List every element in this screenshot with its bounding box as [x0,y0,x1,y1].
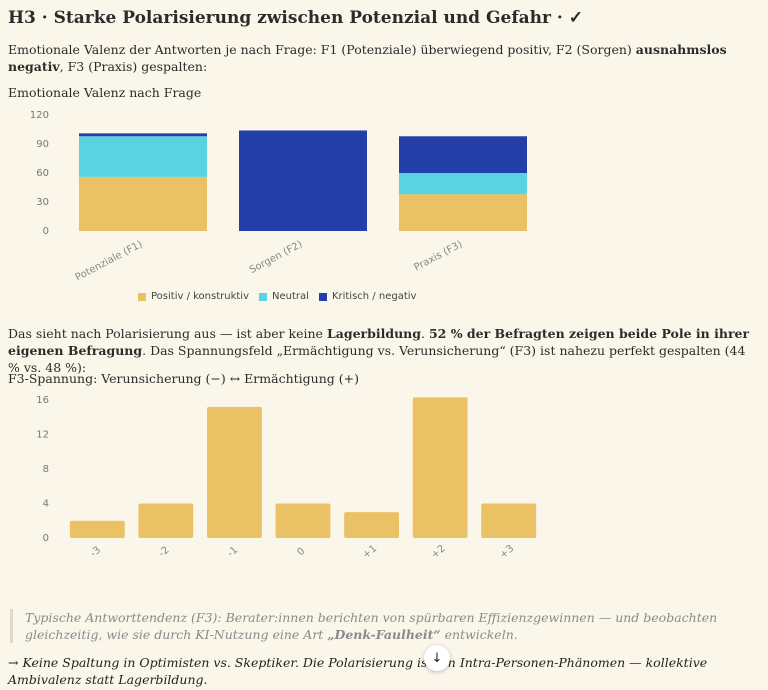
legend-label-positive: Positiv / konstruktiv [151,291,250,302]
arrow-down-icon: ↓ [431,650,443,666]
middle-text-2: . [421,326,429,341]
chart1-legend: Positiv / konstruktiv Neutral Kritisch /… [138,291,416,302]
x-tick-label: Sorgen (F2) [248,239,305,276]
x-tick-label: -1 [225,545,240,560]
intro-text: Emotionale Valenz der Antworten je nach … [8,42,636,57]
legend-swatch-neutral [259,292,268,301]
y-tick-label: 0 [43,533,49,544]
legend-item-positive: Positiv / konstruktiv [138,291,249,302]
x-tick-label: -2 [157,545,172,560]
bar-segment [399,173,527,195]
bar-segment [239,130,367,231]
bar-segment [79,176,207,231]
legend-label-negative: Kritisch / negativ [331,291,417,302]
y-tick-label: 90 [36,139,49,150]
chart1-title: Emotionale Valenz nach Frage [8,85,202,100]
middle-text-1: Das sieht nach Polarisierung aus — ist a… [8,326,327,341]
y-tick-label: 30 [36,197,49,208]
y-tick-label: 120 [30,110,49,121]
quote-text: Typische Antworttendenz (F3): Berater:in… [25,610,718,642]
scroll-down-button[interactable]: ↓ [424,645,450,671]
y-tick-label: 0 [43,226,49,237]
intro-paragraph: Emotionale Valenz der Antworten je nach … [8,41,748,75]
bar-segment [79,136,207,177]
page-title: H3 · Starke Polarisierung zwischen Poten… [8,8,583,28]
legend-swatch-negative [318,292,327,301]
x-tick-label: -3 [88,545,103,560]
bar-segment [79,133,207,137]
bar [412,397,468,538]
bar [207,406,262,538]
x-tick-label: +3 [498,543,516,561]
bar [138,503,194,538]
x-tick-label: +1 [361,543,379,561]
middle-bold-2: 52 % der Befragten zeigen beide Pole in … [8,326,750,358]
intro-bold: ausnahmslos negativ [8,42,727,74]
y-tick-label: 8 [43,464,49,475]
legend-swatch-positive [138,292,146,301]
valence-chart: 0 30 60 90 120 Potenziale (F1) Sorgen (F2) Prax… [30,110,527,284]
x-tick-label: +2 [429,543,447,561]
x-tick-label: Potenziale (F1) [74,239,145,284]
y-tick-label: 60 [36,168,49,179]
y-tick-label: 12 [36,430,49,441]
middle-text-3: . Das Spannungsfeld „Ermächtigung vs. Ve… [8,343,746,375]
y-tick-label: 4 [43,499,49,510]
x-tick-label: Praxis (F3) [412,239,464,274]
bar [481,503,537,538]
quote-block: Typische Antworttendenz (F3): Berater:in… [10,609,768,643]
legend-item-negative: Kritisch / negativ [318,291,417,302]
f3-tension-chart: 0 4 8 12 16 -3 -2 -1 0 +1 +2 +3 [36,395,537,561]
quote-text-end: entwickeln. [440,627,518,642]
intro-text-end: , F3 (Praxis) gespalten: [59,59,208,74]
bar [344,512,399,538]
quote-bold: „Denk-Faulheit“ [327,627,441,642]
middle-paragraph: Das sieht nach Polarisierung aus — ist a… [8,325,758,376]
bar [275,503,331,538]
legend-label-neutral: Neutral [272,291,309,302]
middle-bold-1: Lagerbildung [326,326,421,341]
bar [69,520,125,538]
bar-segment [399,194,527,231]
bar-segment [399,136,527,173]
legend-item-neutral: Neutral [259,291,309,302]
chart2-title: F3-Spannung: Verunsicherung (−) ↔ Ermäch… [8,371,359,386]
y-tick-label: 16 [36,395,49,406]
conclusion: → Keine Spaltung in Optimisten vs. Skept… [8,655,708,687]
x-tick-label: 0 [295,546,307,559]
